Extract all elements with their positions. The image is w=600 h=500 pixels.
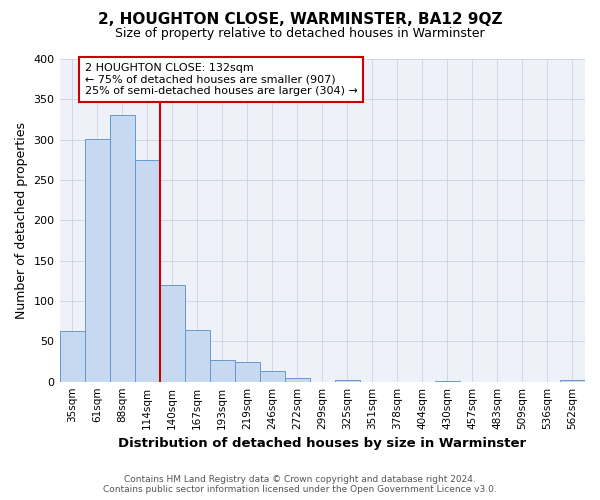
Bar <box>209 360 235 382</box>
Bar <box>185 330 209 382</box>
Y-axis label: Number of detached properties: Number of detached properties <box>15 122 28 319</box>
Bar <box>59 331 85 382</box>
Bar <box>260 371 285 382</box>
Bar <box>134 160 160 382</box>
Text: 2 HOUGHTON CLOSE: 132sqm
← 75% of detached houses are smaller (907)
25% of semi-: 2 HOUGHTON CLOSE: 132sqm ← 75% of detach… <box>85 63 358 96</box>
Bar <box>335 380 360 382</box>
X-axis label: Distribution of detached houses by size in Warminster: Distribution of detached houses by size … <box>118 437 526 450</box>
Bar <box>560 380 585 382</box>
Bar <box>235 362 260 382</box>
Bar <box>160 285 185 382</box>
Bar <box>285 378 310 382</box>
Bar <box>85 139 110 382</box>
Text: 2, HOUGHTON CLOSE, WARMINSTER, BA12 9QZ: 2, HOUGHTON CLOSE, WARMINSTER, BA12 9QZ <box>98 12 502 28</box>
Text: Contains HM Land Registry data © Crown copyright and database right 2024.
Contai: Contains HM Land Registry data © Crown c… <box>103 474 497 494</box>
Text: Size of property relative to detached houses in Warminster: Size of property relative to detached ho… <box>115 28 485 40</box>
Bar <box>110 116 134 382</box>
Bar <box>435 381 460 382</box>
